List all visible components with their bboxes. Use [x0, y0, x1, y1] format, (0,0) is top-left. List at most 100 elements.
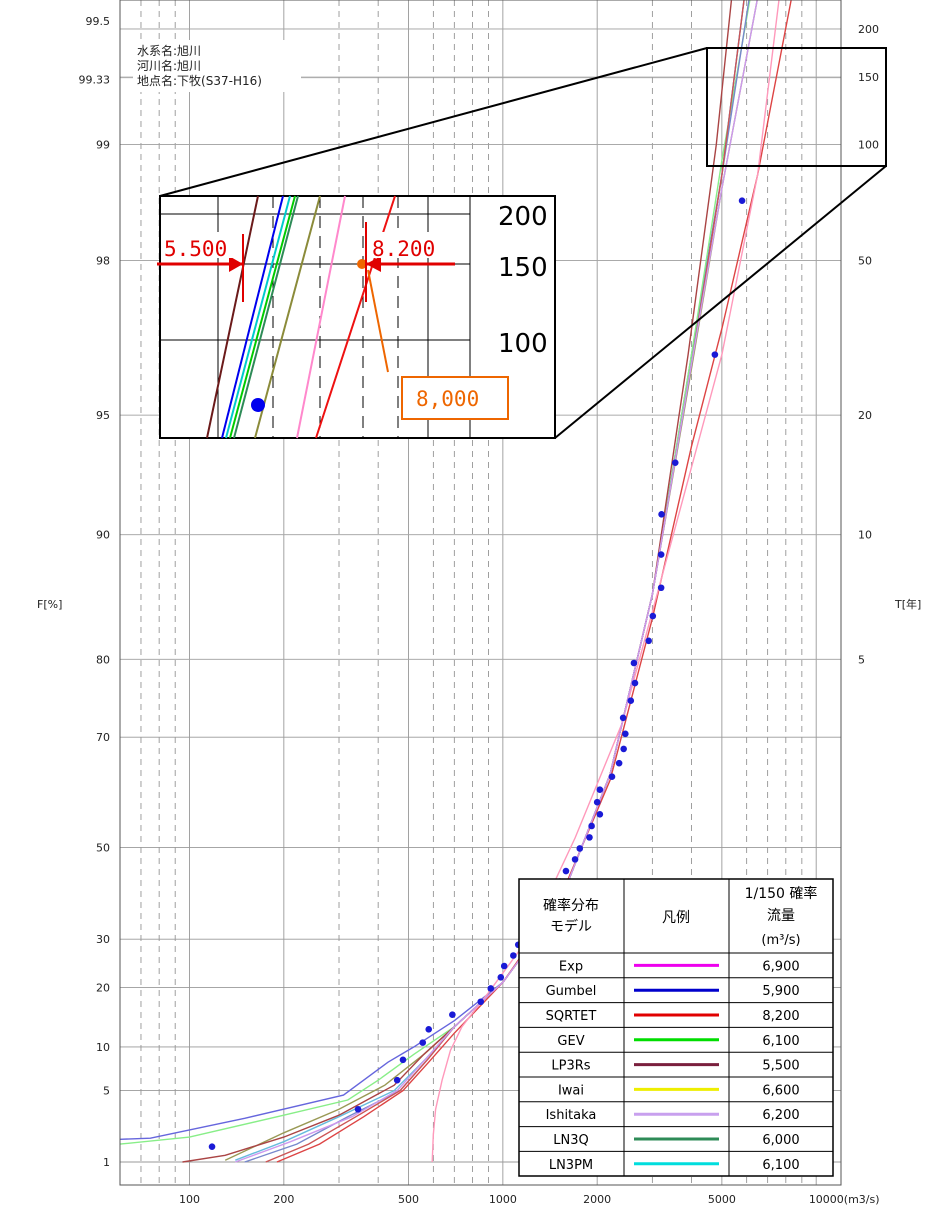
observed-point [208, 1143, 216, 1150]
legend-model-name: Exp [559, 959, 583, 974]
observed-point [657, 584, 665, 592]
legend-header-flow-1: 1/150 確率 [745, 885, 818, 902]
y-right-tick-label: 20 [858, 409, 872, 422]
y-axis-right-label: T[年] [894, 597, 921, 611]
observed-point [393, 1076, 401, 1084]
legend-model-name: SQRTET [546, 1009, 597, 1024]
y-left-tick-label: 30 [96, 933, 110, 946]
y-left-tick-label: 10 [96, 1041, 110, 1054]
y-left-tick-label: 1 [103, 1156, 110, 1169]
inset-right-value: 8.200 [372, 237, 435, 261]
y-left-tick-label: 5 [103, 1085, 110, 1098]
legend-flow-value: 6,200 [762, 1108, 799, 1123]
station-line-2: 河川名:旭川 [137, 58, 201, 73]
observed-point [645, 637, 652, 645]
legend-flow-value: 5,900 [762, 984, 799, 999]
observed-point [497, 973, 505, 981]
y-left-tick-label: 98 [96, 254, 110, 267]
station-info: 水系名:旭川 河川名:旭川 地点名:下牧(S37-H16) [133, 40, 301, 92]
observed-point [419, 1039, 427, 1046]
y-left-tick-label: 90 [96, 529, 110, 542]
observed-point [738, 197, 746, 204]
observed-point [622, 730, 629, 738]
observed-point [510, 952, 517, 959]
x-tick-label: 500 [398, 1193, 419, 1206]
inset-tick-200: 200 [498, 202, 548, 232]
legend-header-flow-2: 流量 [767, 908, 795, 924]
y-left-tick-label: 70 [96, 731, 110, 744]
legend-flow-value: 6,000 [762, 1133, 799, 1148]
y-left-tick-label: 99.5 [86, 15, 111, 28]
legend-flow-value: 6,100 [762, 1034, 799, 1049]
axis-tick-labels: 100 200 500 1000 2000 5000 10000(m3/s) 1 5 10 20 30… [79, 15, 880, 1206]
y-left-tick-label: 99.33 [79, 74, 111, 87]
observed-point [619, 714, 627, 722]
legend-flow-value: 6,900 [762, 959, 799, 974]
legend-model-name: LN3Q [553, 1133, 588, 1148]
y-right-tick-label: 200 [858, 23, 879, 36]
observed-point [657, 551, 665, 558]
legend-header-model-1: 確率分布 [543, 897, 599, 914]
y-right-tick-label: 100 [858, 138, 879, 151]
observed-point [615, 759, 623, 767]
inset-orange-value: 8,000 [416, 387, 479, 411]
observed-point [631, 679, 639, 687]
legend-model-name: LP3Rs [551, 1059, 590, 1074]
legend-flow-value: 6,600 [762, 1083, 799, 1098]
zoom-inset: 5.500 8.200 8,000 200 150 100 [157, 195, 556, 439]
legend-header-flow-3: (m³/s) [761, 933, 800, 948]
observed-point [576, 845, 584, 852]
plot-frame [119, 0, 842, 1186]
inset-tick-100: 100 [498, 329, 548, 359]
x-tick-label: 2000 [583, 1193, 611, 1206]
observed-point [449, 1011, 456, 1019]
observed-point [596, 810, 604, 818]
x-tick-label: 5000 [708, 1193, 736, 1206]
observed-point [399, 1056, 407, 1064]
legend-flow-value: 6,100 [762, 1158, 799, 1173]
observed-point [630, 659, 638, 667]
y-right-tick-label: 150 [858, 71, 879, 84]
legend-flow-value: 8,200 [762, 1009, 799, 1024]
legend-model-name: Iwai [558, 1083, 584, 1098]
legend-table: 確率分布 モデル 凡例 1/150 確率 流量 (m³/s) Exp 6,900 G… [518, 878, 834, 1177]
observed-point [627, 697, 635, 705]
x-tick-label: 200 [273, 1193, 294, 1206]
legend-header-legend: 凡例 [662, 910, 690, 926]
distribution-curve [235, 0, 758, 1163]
observed-point [588, 822, 595, 830]
zoom-box [706, 47, 887, 167]
observed-point [711, 351, 719, 358]
y-axis-left-label: F[%] [37, 598, 62, 611]
x-tick-label: 1000 [489, 1193, 517, 1206]
legend-model-name: LN3PM [549, 1158, 593, 1173]
legend-model-name: Ishitaka [546, 1108, 597, 1123]
y-left-tick-label: 99 [96, 138, 110, 151]
inset-tick-150: 150 [498, 253, 548, 283]
observed-point [596, 786, 604, 794]
station-line-3: 地点名:下牧(S37-H16) [137, 73, 262, 88]
zoom-connector-top [159, 47, 708, 197]
x-tick-label: 10000(m3/s) [809, 1193, 880, 1206]
observed-point [658, 511, 665, 518]
legend-flow-value: 5,500 [762, 1059, 799, 1074]
y-left-tick-label: 80 [96, 653, 110, 666]
legend-model-name: GEV [557, 1034, 584, 1049]
observed-point [586, 834, 593, 841]
y-left-tick-label: 95 [96, 409, 110, 422]
observed-point [487, 985, 495, 992]
x-tick-label: 100 [179, 1193, 200, 1206]
y-right-tick-label: 10 [858, 529, 872, 542]
observed-point [649, 612, 657, 620]
distribution-curves [120, 0, 792, 1163]
observed-point [571, 856, 579, 863]
station-line-1: 水系名:旭川 [137, 43, 201, 58]
observed-point [593, 798, 601, 806]
distribution-curve [431, 0, 780, 1163]
inset-left-value: 5.500 [164, 237, 227, 261]
y-right-tick-label: 5 [858, 653, 865, 666]
observed-point [671, 459, 679, 466]
y-right-tick-label: 50 [858, 254, 872, 267]
observed-point [562, 867, 570, 875]
